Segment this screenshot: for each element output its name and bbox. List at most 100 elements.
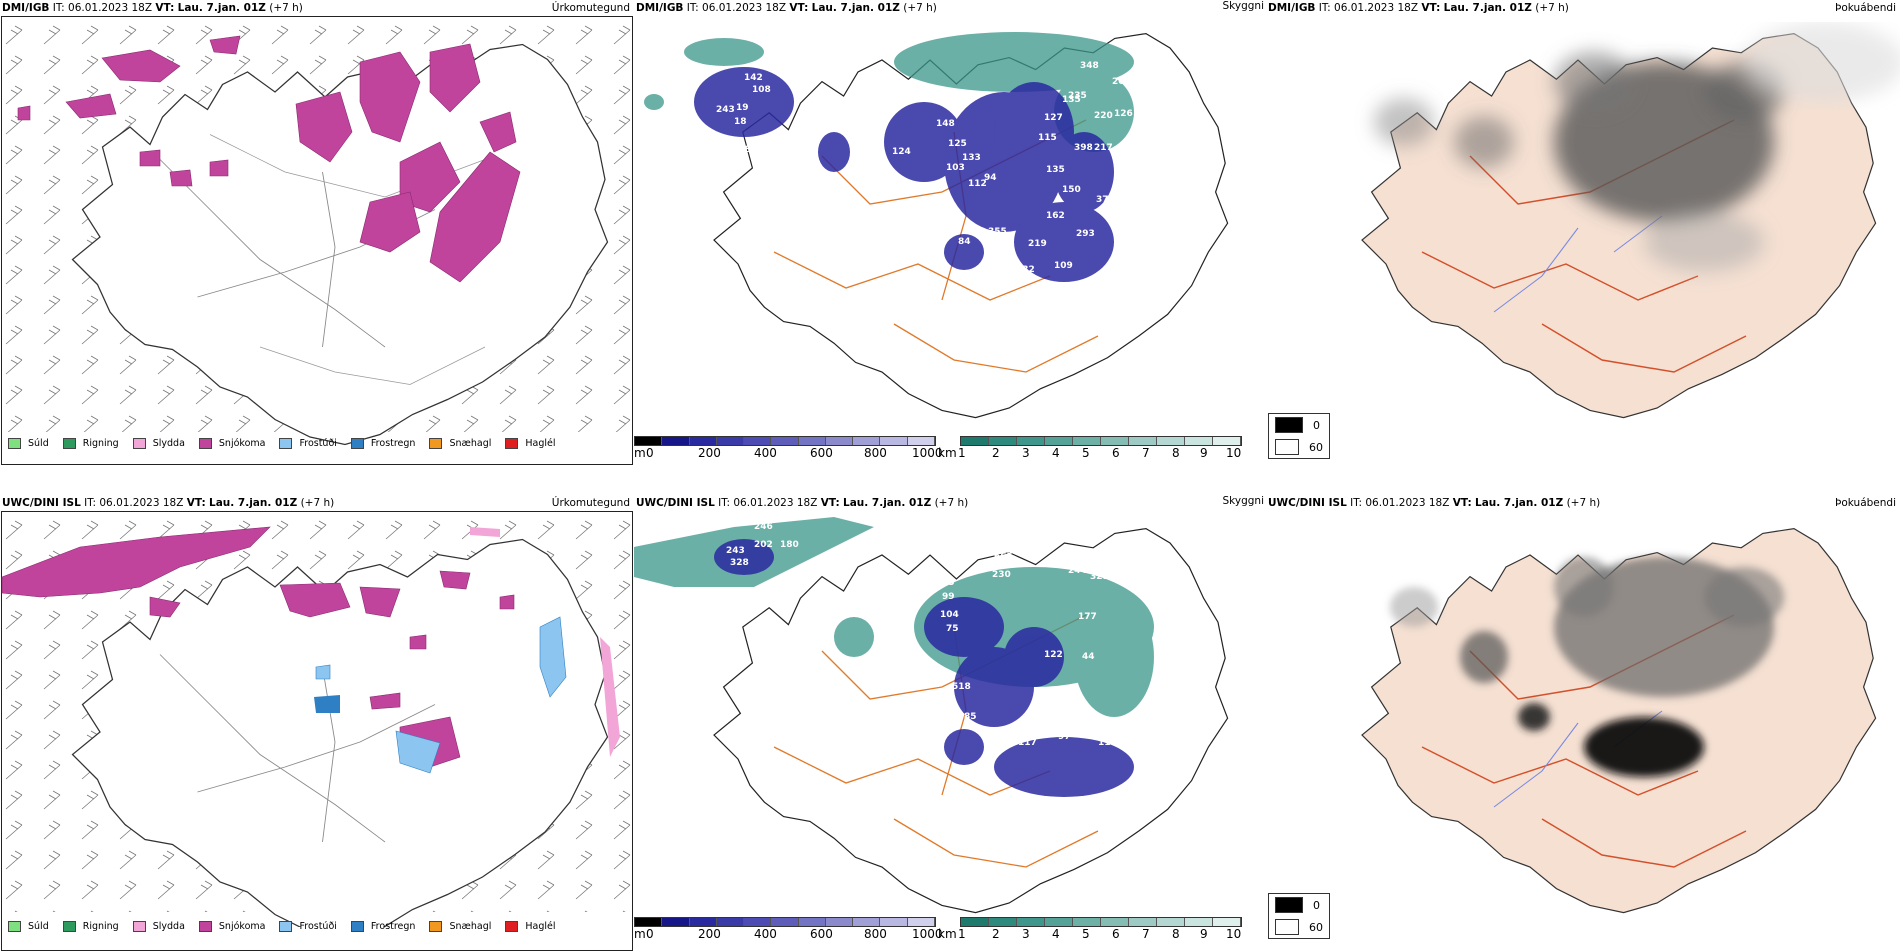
cloud-label: 103: [946, 163, 965, 173]
cloud-label: 18: [734, 117, 747, 127]
cloud-label: 148: [936, 119, 955, 129]
panel-title: Skyggni: [1222, 495, 1265, 507]
cloud-label: 202: [754, 540, 773, 550]
tick-label: 1000: [912, 927, 943, 941]
cloud-label: 230: [992, 570, 1011, 580]
cloud-label: 321: [1090, 572, 1109, 582]
tick-label: 4: [1052, 927, 1060, 941]
freezing-drizzle-areas: [315, 616, 567, 774]
model-name: DMI/IGB: [2, 2, 50, 14]
cloud-label: 135: [1046, 165, 1065, 175]
tick-label: 5: [1082, 927, 1090, 941]
tick-label: 3: [1022, 927, 1030, 941]
legend-item: Rigning: [62, 921, 119, 932]
tick-label: 0: [646, 446, 654, 460]
cloud-label: 151: [1114, 261, 1133, 271]
visibility-map: 246 243 202 180 328 183 665 85 230 244 3…: [634, 517, 1229, 914]
cloud-label: 97: [1058, 732, 1071, 742]
tick-label: 3: [1022, 446, 1030, 460]
tick-label: 7: [1142, 927, 1150, 941]
lead-time: (+7 h): [300, 497, 335, 509]
legend-item: Haglél: [505, 438, 556, 449]
unit-label: km: [938, 927, 957, 941]
cloud-label: 184: [1070, 299, 1089, 309]
cloud-label: 219: [1028, 239, 1047, 249]
cloud-label: 99: [942, 592, 955, 602]
cloud-label: 233: [1112, 183, 1131, 193]
tick-label: 400: [754, 446, 777, 460]
cloud-label: 188: [1054, 283, 1073, 293]
legend-item: Súld: [8, 921, 49, 932]
cloud-label: 70: [1178, 620, 1191, 630]
fog-panel-row1: DMI/IGB IT: 06.01.2023 18Z VT: Lau. 7.ja…: [1264, 0, 1900, 465]
panel-header: DMI/IGB IT: 06.01.2023 18Z VT: Lau. 7.ja…: [636, 2, 937, 14]
cloud-label: 166: [1094, 277, 1113, 287]
valid-time: Lau. 7.jan. 01Z: [177, 2, 266, 14]
cloud-label: 188: [732, 145, 751, 155]
fog-legend: 0 60: [1268, 413, 1330, 459]
visibility-map: 142 108 243 19 18 188 390 113 124 148 12…: [644, 32, 1229, 419]
tick-label: 2: [992, 927, 1000, 941]
fog-legend-low: 0: [1313, 418, 1320, 432]
cloud-labels: 142 108 243 19 18 188 390 113 124 148 12…: [716, 61, 1195, 309]
cloud-label: 94: [984, 173, 997, 183]
tick-label: 6: [1112, 927, 1120, 941]
legend-item: Snæhagl: [429, 438, 491, 449]
precip-panel-row1: DMI/IGB IT: 06.01.2023 18Z VT: Lau. 7.ja…: [0, 0, 634, 465]
panel-title: Þokuábendi: [1835, 497, 1896, 509]
cloud-label: 193: [1166, 197, 1185, 207]
cloud-label: 217: [1094, 143, 1113, 153]
visibility-panel-row1: DMI/IGB IT: 06.01.2023 18Z VT: Lau. 7.ja…: [634, 0, 1330, 465]
tick-label: 1000: [912, 446, 943, 460]
unit-label: m: [634, 446, 646, 460]
cloud-base-areas: [714, 539, 1134, 797]
lead-time: (+7 h): [269, 2, 303, 14]
cloud-label: 379: [1096, 195, 1115, 205]
legend-item: Frostúði: [279, 438, 337, 449]
cloud-label: 244: [1068, 566, 1087, 576]
tick-label: 9: [1200, 927, 1208, 941]
cloud-label: 85: [964, 712, 977, 722]
cloud-label: 118: [1098, 738, 1117, 748]
cloud-label: 117: [1018, 738, 1037, 748]
tick-label: 4: [1052, 446, 1060, 460]
cloud-label: 243: [726, 546, 745, 556]
cloud-label: 107: [1176, 153, 1195, 163]
legend-item: Súld: [8, 438, 49, 449]
tick-label: 0: [646, 927, 654, 941]
cloud-label: 518: [952, 682, 971, 692]
legend-item: Snæhagl: [429, 921, 491, 932]
legend-item: Slydda: [132, 921, 185, 932]
cloud-label: 135: [1062, 95, 1081, 105]
cloud-label: 104: [940, 610, 959, 620]
cloud-label: 183: [940, 556, 959, 566]
legend-item: Frostúði: [279, 921, 337, 932]
cloud-label: 113: [898, 245, 917, 255]
precip-legend: Súld Rigning Slydda Snjókoma Frostúði Fr…: [8, 921, 570, 932]
cloud-label: 199: [1170, 171, 1189, 181]
panel-header: UWC/DINI ISL IT: 06.01.2023 18Z VT: Lau.…: [636, 497, 969, 509]
tick-label: 2: [992, 446, 1000, 460]
unit-label: km: [938, 446, 957, 460]
cloud-label: 390: [752, 145, 771, 155]
cloud-label: 44: [1082, 652, 1095, 662]
panel-title: Úrkomutegund: [551, 497, 630, 509]
fog-legend-low: 0: [1313, 898, 1320, 912]
cloud-label: 133: [962, 153, 981, 163]
snow-areas: [17, 35, 521, 283]
cloud-label: 84: [958, 237, 971, 247]
cloud-label: 162: [1046, 211, 1065, 221]
issue-time: 06.01.2023 18Z: [99, 497, 184, 509]
cloud-labels: 246 243 202 180 328 183 665 85 230 244 3…: [726, 522, 1191, 748]
cloud-base-colorbar: m 0 200 400 600 800 1000: [634, 917, 943, 941]
cloud-label: 125: [948, 139, 967, 149]
visibility-colorbar: km 1 2 3 4 5 6 7 8 9 10: [938, 917, 1242, 941]
unit-label: m: [634, 927, 646, 941]
fog-legend-high: 60: [1309, 440, 1323, 454]
cloud-label: 180: [780, 540, 799, 550]
panel-header: DMI/IGB IT: 06.01.2023 18Z VT: Lau. 7.ja…: [1268, 2, 1569, 14]
visibility-panel-row2: UWC/DINI ISL IT: 06.01.2023 18Z VT: Lau.…: [634, 495, 1330, 950]
model-name: UWC/DINI ISL: [2, 497, 81, 509]
tick-label: 200: [698, 927, 721, 941]
cloud-base-colorbar: m 0 200 400 600 800 1000: [634, 436, 943, 460]
